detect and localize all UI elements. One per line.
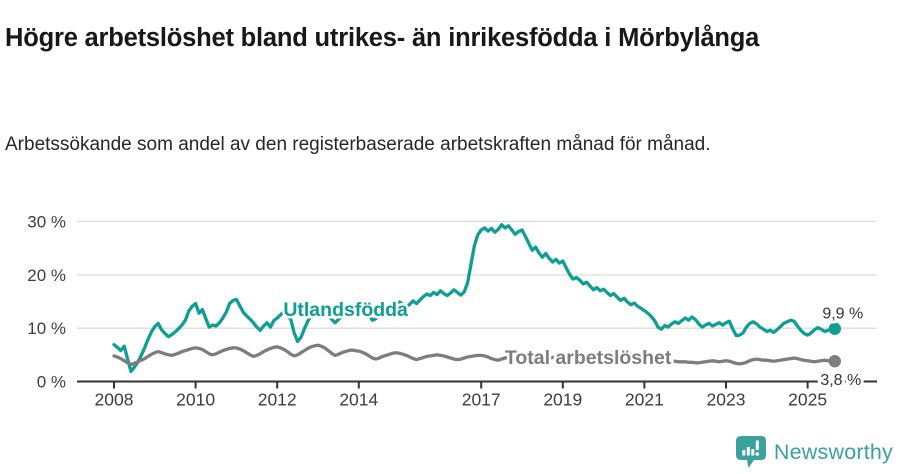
series-inline-label: Total arbetslöshet <box>505 347 672 369</box>
newsworthy-icon <box>735 436 766 468</box>
newsworthy-logo: Newsworthy <box>735 436 893 469</box>
y-axis-label: 10 % <box>27 319 66 338</box>
series-end-dot <box>828 322 841 335</box>
series-inline-label: Utlandsfödda <box>283 299 408 321</box>
x-axis-label: 2008 <box>95 390 134 410</box>
series-end-value-label: 9,9 % <box>822 305 863 322</box>
x-axis-label: 2023 <box>707 390 746 410</box>
x-axis-label: 2025 <box>788 390 827 410</box>
x-axis-label: 2012 <box>258 390 297 410</box>
x-axis-label: 2021 <box>625 390 664 410</box>
series-end-dot <box>828 355 841 368</box>
series-line <box>112 343 837 367</box>
newsworthy-wordmark: Newsworthy <box>773 440 893 464</box>
series-line <box>112 223 837 374</box>
series-end-value-label: 3,8 % <box>820 372 861 389</box>
y-axis-label: 20 % <box>27 266 66 285</box>
x-axis-label: 2010 <box>176 390 215 410</box>
y-axis-label: 30 % <box>27 212 66 231</box>
y-axis-label: 0 % <box>37 372 66 391</box>
page-title: Högre arbetslöshet bland utrikes- än inr… <box>5 24 760 53</box>
x-axis-label: 2014 <box>339 390 378 410</box>
x-axis-label: 2017 <box>462 390 501 410</box>
x-axis-label: 2019 <box>543 390 582 410</box>
chart-subtitle: Arbetssökande som andel av den registerb… <box>5 134 711 155</box>
